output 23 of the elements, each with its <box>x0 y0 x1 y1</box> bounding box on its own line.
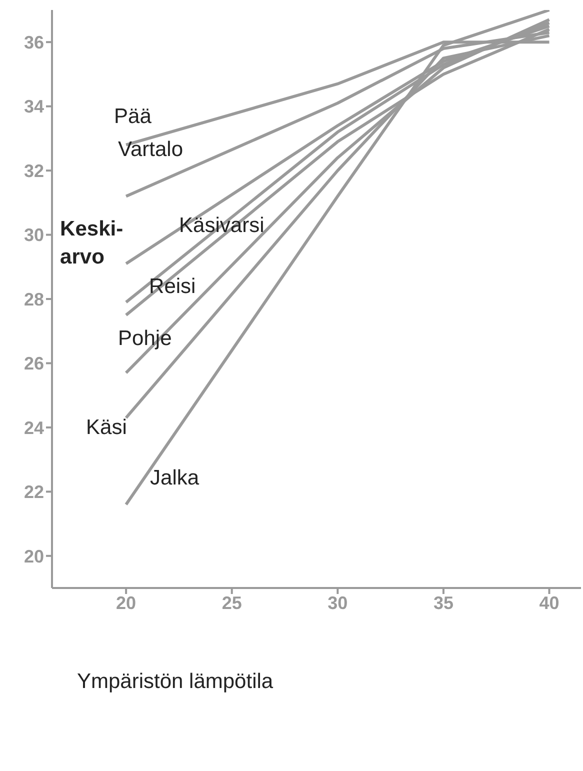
x-axis-title: Ympäristön lämpötila <box>77 670 274 693</box>
series-label: Vartalo <box>118 138 184 162</box>
series-label: Käsi <box>86 416 127 439</box>
series-label: Keski-arvo <box>60 218 124 269</box>
y-tick-label: 36 <box>24 32 44 52</box>
y-tick-label: 30 <box>24 225 44 246</box>
x-tick-label: 40 <box>539 592 560 613</box>
x-tick-label: 30 <box>328 592 348 613</box>
y-tick-label: 22 <box>24 482 44 502</box>
y-tick-label: 32 <box>24 160 44 181</box>
y-tick-label: 24 <box>24 418 44 438</box>
series-label: Käsivarsi <box>179 214 264 238</box>
series-label: Pohje <box>118 326 172 350</box>
x-tick-label: 25 <box>222 592 242 613</box>
series-label: Jalka <box>150 466 200 490</box>
y-tick-label: 26 <box>24 354 44 374</box>
series-label: Reisi <box>149 275 196 298</box>
y-tick-label: 28 <box>24 289 44 310</box>
x-tick-label: 20 <box>116 592 136 613</box>
series-label: Pää <box>114 104 152 128</box>
y-tick-label: 34 <box>24 96 44 117</box>
x-tick-label: 35 <box>433 592 454 613</box>
y-tick-label: 20 <box>24 546 44 566</box>
